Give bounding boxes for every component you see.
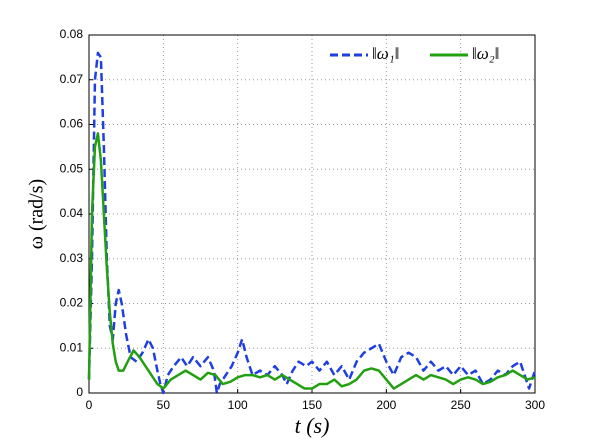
x-tick-label: 300 [525, 398, 545, 412]
x-tick-label: 200 [376, 398, 396, 412]
x-tick-label: 250 [451, 398, 471, 412]
y-axis-label: ω (rad/s) [26, 179, 48, 249]
y-tick-label: 0.06 [60, 117, 84, 131]
y-tick-label: 0 [76, 385, 83, 399]
x-tick-label: 50 [157, 398, 171, 412]
y-tick-label: 0.07 [60, 72, 84, 86]
x-tick-label: 150 [302, 398, 322, 412]
x-axis-label: t (s) [295, 413, 330, 438]
y-tick-label: 0.02 [60, 296, 84, 310]
legend-label: ‖ω₂‖ [472, 44, 499, 63]
y-tick-label: 0.03 [60, 251, 84, 265]
y-tick-label: 0.08 [60, 27, 84, 41]
x-tick-label: 100 [228, 398, 248, 412]
y-tick-label: 0.01 [60, 340, 84, 354]
y-tick-label: 0.04 [60, 206, 84, 220]
x-tick-label: 0 [86, 398, 93, 412]
series-line [87, 132, 536, 390]
plot-frame [88, 34, 536, 394]
y-tick-label: 0.05 [60, 161, 84, 175]
legend-label: ‖ω₁‖ [372, 44, 399, 63]
